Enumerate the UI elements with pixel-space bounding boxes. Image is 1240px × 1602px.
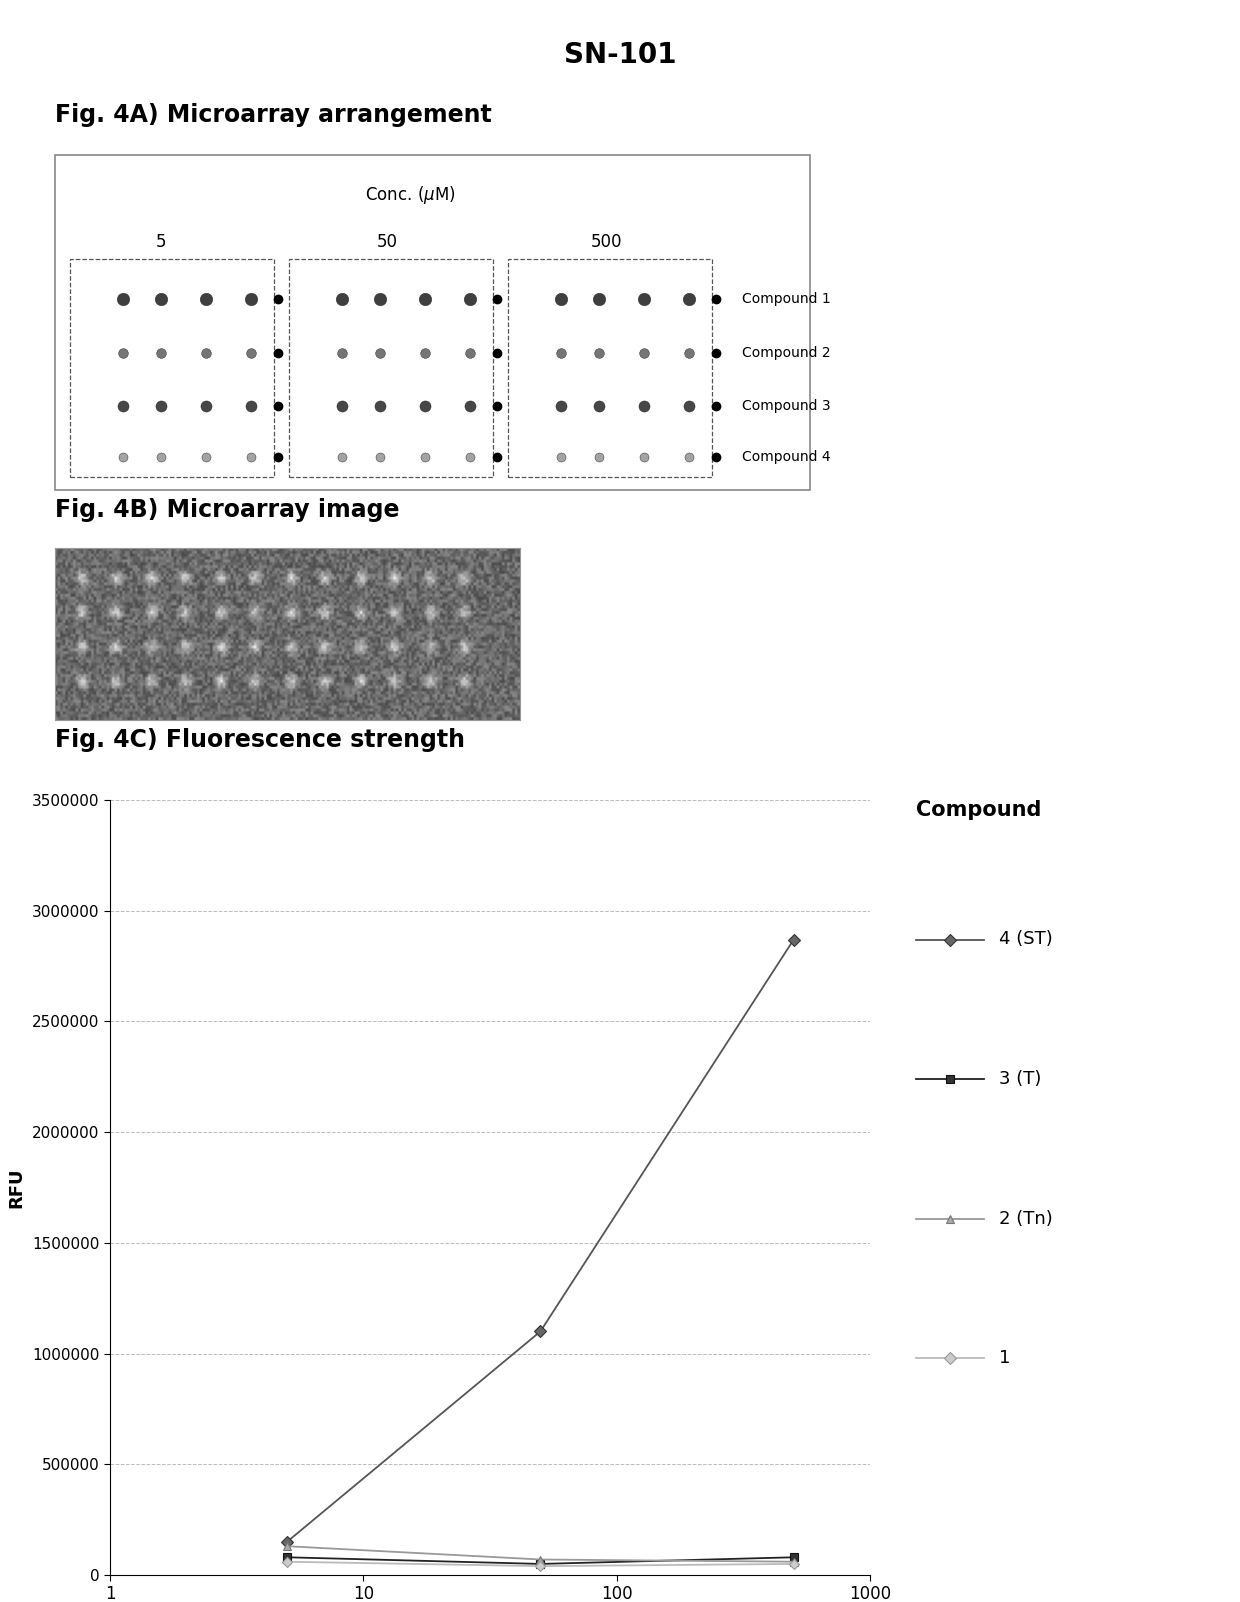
Y-axis label: RFU: RFU	[7, 1168, 25, 1208]
Text: Fig. 4C) Fluorescence strength: Fig. 4C) Fluorescence strength	[55, 727, 465, 751]
Text: 500: 500	[590, 234, 622, 252]
Bar	[508, 260, 712, 477]
Text: Conc. ($\mu$M): Conc. ($\mu$M)	[365, 184, 455, 207]
Text: Compound 4: Compound 4	[742, 450, 831, 463]
Text: 50: 50	[377, 234, 398, 252]
Text: 1: 1	[999, 1349, 1011, 1367]
Text: Compound 3: Compound 3	[742, 399, 831, 413]
Text: Compound 1: Compound 1	[742, 292, 831, 306]
Text: 3 (T): 3 (T)	[999, 1070, 1042, 1088]
Text: 4 (ST): 4 (ST)	[999, 931, 1053, 948]
Text: Compound 2: Compound 2	[742, 346, 831, 360]
Bar	[289, 260, 494, 477]
Text: SN-101: SN-101	[564, 42, 676, 69]
Text: Fig. 4A) Microarray arrangement: Fig. 4A) Microarray arrangement	[55, 103, 492, 127]
Text: 2 (Tn): 2 (Tn)	[999, 1210, 1053, 1227]
Text: Fig. 4B) Microarray image: Fig. 4B) Microarray image	[55, 498, 399, 522]
Bar	[71, 260, 274, 477]
Text: 5: 5	[155, 234, 166, 252]
Text: Compound: Compound	[915, 799, 1040, 820]
